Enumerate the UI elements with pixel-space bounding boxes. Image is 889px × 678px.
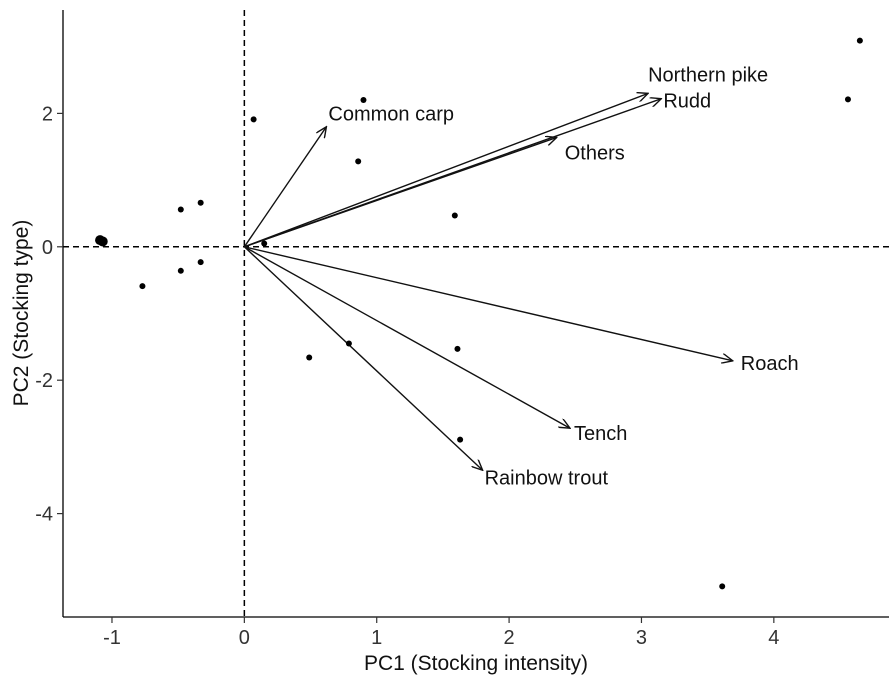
score-points [95, 37, 863, 590]
score-point [345, 340, 352, 347]
vector-label-others: Others [565, 142, 625, 164]
score-point [454, 345, 461, 352]
score-point [250, 116, 257, 123]
y-tick-label: 0 [42, 237, 53, 259]
score-point [177, 267, 184, 274]
x-tick-label: 1 [371, 627, 382, 649]
score-point [197, 259, 204, 266]
vector-label-common-carp: Common carp [328, 104, 454, 126]
y-tick-label: 2 [42, 103, 53, 125]
vector-labels: Common carp Northern pike Rudd Others Roach T… [328, 64, 798, 489]
axis-ticks: -1 0 1 2 3 4 2 0 -2 -4 [35, 103, 779, 649]
score-point [95, 235, 106, 246]
y-tick-label: -4 [35, 504, 53, 526]
score-point [844, 96, 851, 103]
x-tick-label: 2 [504, 627, 515, 649]
vector-label-rainbow-trout: Rainbow trout [485, 467, 609, 489]
vector-label-tench: Tench [574, 423, 627, 445]
score-point [139, 283, 146, 290]
vector-arrow-rainbow-trout [243, 246, 482, 470]
vector-arrow-tench [244, 246, 570, 428]
y-tick-label: -2 [35, 370, 53, 392]
vector-label-northern-pike: Northern pike [648, 64, 768, 86]
x-axis-title: PC1 (Stocking intensity) [364, 652, 588, 675]
score-point [719, 583, 726, 590]
loading-vectors [243, 93, 732, 470]
score-point [306, 354, 313, 361]
vector-label-rudd: Rudd [663, 91, 711, 113]
score-point [355, 158, 362, 165]
score-point [856, 37, 863, 44]
reference-lines [63, 10, 889, 617]
vector-arrow-others [244, 137, 556, 248]
score-point [457, 436, 464, 443]
score-point [177, 206, 184, 213]
score-point [451, 212, 458, 219]
vector-label-roach: Roach [741, 353, 799, 375]
score-point [261, 240, 268, 247]
x-tick-label: 4 [768, 627, 779, 649]
vector-arrow-northern-pike [244, 93, 648, 248]
x-tick-label: 3 [636, 627, 647, 649]
score-point [197, 199, 204, 206]
vector-arrow-roach [244, 246, 732, 361]
x-tick-label: -1 [103, 627, 121, 649]
x-tick-label: 0 [239, 627, 250, 649]
vector-arrow-common-carp [243, 127, 326, 248]
y-axis-title: PC2 (Stocking type) [10, 220, 33, 407]
score-point [360, 97, 367, 104]
